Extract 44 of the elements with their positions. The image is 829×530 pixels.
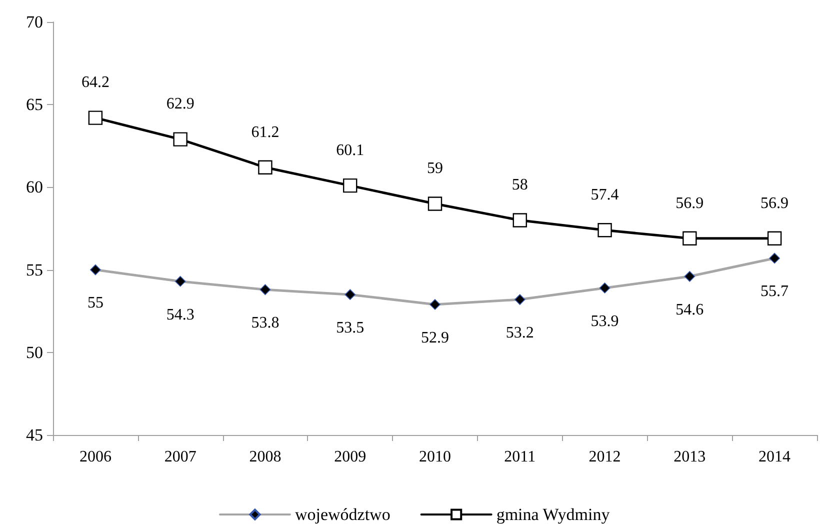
data-label: 62.9 xyxy=(166,96,194,113)
data-label: 60.1 xyxy=(336,142,364,159)
data-label: 53.8 xyxy=(251,314,280,332)
point xyxy=(512,213,527,228)
x-tick-label: 2006 xyxy=(79,448,112,466)
data-label: 57.4 xyxy=(590,186,619,204)
data-label: 64.2 xyxy=(81,74,110,92)
data-label: 53.2 xyxy=(506,324,534,342)
data-label: 56.9 xyxy=(676,194,704,212)
y-tick-label: 45 xyxy=(26,426,43,444)
point xyxy=(598,223,612,238)
data-label: 59 xyxy=(427,160,443,178)
data-label: 55.7 xyxy=(760,283,789,300)
y-tick-label: 70 xyxy=(26,12,43,32)
data-label: 53.9 xyxy=(590,312,619,330)
point xyxy=(428,196,442,211)
data-label: 56.9 xyxy=(760,194,789,212)
x-tick-label: 2010 xyxy=(419,448,451,466)
data-label: 53.5 xyxy=(336,319,364,336)
y-tick-label: 60 xyxy=(26,178,43,197)
x-tick-label: 2013 xyxy=(674,448,706,466)
data-label: 58 xyxy=(512,176,528,194)
point xyxy=(682,231,697,246)
point xyxy=(258,160,272,174)
data-label: 55 xyxy=(87,294,104,312)
x-tick-label: 2011 xyxy=(504,448,536,466)
data-label: 52.9 xyxy=(421,329,449,346)
legend-label: województwo xyxy=(294,505,390,524)
data-label: 61.2 xyxy=(251,124,280,141)
point xyxy=(767,231,782,246)
x-tick-label: 2012 xyxy=(588,448,621,466)
data-label: 54.6 xyxy=(676,301,704,318)
point xyxy=(88,110,103,125)
data-label: 54.3 xyxy=(166,306,194,324)
y-tick-label: 55 xyxy=(26,260,43,280)
y-tick-label: 65 xyxy=(26,95,43,114)
x-tick-label: 2009 xyxy=(334,448,366,466)
point xyxy=(343,178,358,193)
y-tick-label: 50 xyxy=(26,342,43,362)
legend-label: gmina Wydminy xyxy=(496,505,610,524)
x-tick-label: 2008 xyxy=(249,448,282,466)
x-tick-label: 2007 xyxy=(164,448,196,466)
point xyxy=(173,132,188,146)
x-tick-label: 2014 xyxy=(758,448,791,466)
